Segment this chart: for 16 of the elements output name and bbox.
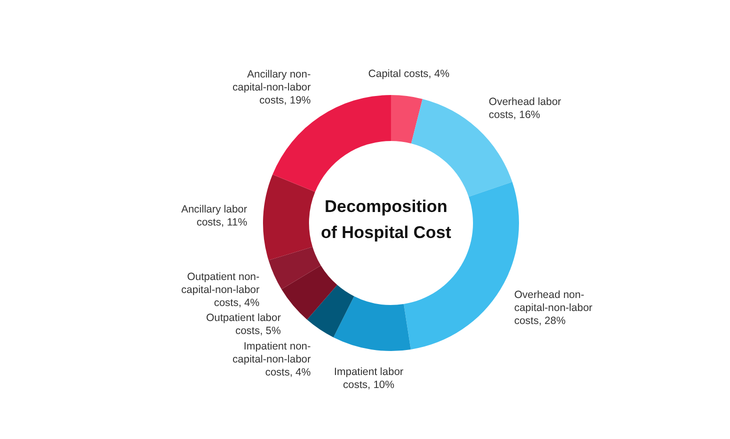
donut-slice — [391, 95, 423, 144]
donut-slice — [282, 265, 338, 320]
slice-label: Overhead labor costs, 16% — [488, 96, 562, 121]
donut-slice — [263, 174, 316, 260]
donut-slice — [333, 296, 411, 351]
slice-label: Impatient labor costs, 10% — [334, 366, 404, 392]
donut-slice — [307, 284, 354, 338]
slice-label: Ancillary non-capital-non-labor costs, 19% — [232, 68, 312, 107]
slice-label: Overhead non-capital-non-labor costs, 28% — [514, 289, 593, 328]
slice-label: Ancillary labor costs, 11% — [181, 204, 248, 229]
slice-label: Outpatient labor costs, 5% — [206, 312, 282, 338]
slice-label: Impatient non-capital-non-labor costs, 4% — [232, 340, 312, 378]
slice-label: Outpatient non-capital-non-labor costs, 4% — [181, 271, 260, 310]
donut-slice — [268, 246, 321, 290]
slice-label: Capital costs, 4% — [368, 68, 450, 80]
text: Decomposition of Hospital Cost — [320, 197, 452, 242]
